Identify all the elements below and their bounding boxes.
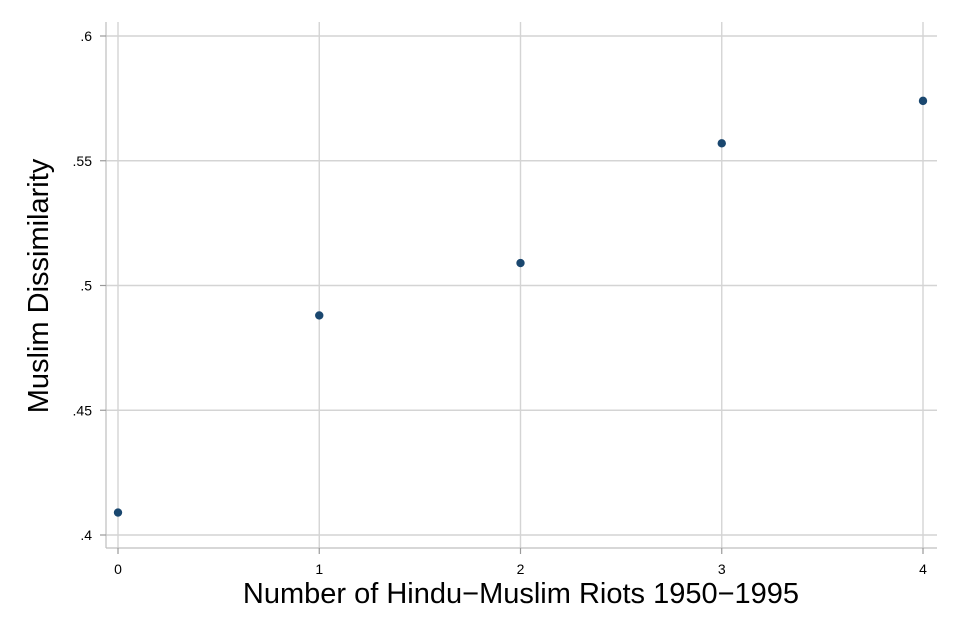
data-point	[717, 139, 726, 148]
data-point	[918, 96, 928, 106]
x-tick-label: 1	[315, 561, 323, 577]
data-points	[113, 96, 928, 517]
x-tick-label: 0	[114, 561, 122, 577]
data-point	[315, 311, 324, 320]
y-tick-label: .45	[73, 402, 93, 418]
y-axis-title: Muslim Dissimilarity	[23, 158, 55, 413]
data-point	[113, 508, 123, 517]
gridlines	[106, 22, 937, 548]
y-tick-label: .55	[73, 153, 93, 169]
x-tick-label: 2	[517, 561, 525, 577]
y-tick-label: .5	[80, 278, 92, 294]
data-point	[516, 258, 525, 268]
axes	[100, 22, 937, 554]
y-tick-label: .6	[80, 28, 92, 44]
y-tick-label: .4	[80, 527, 92, 543]
x-axis-title: Number of Hindu−Muslim Riots 1950−1995	[243, 578, 799, 610]
x-tick-label: 4	[919, 561, 927, 577]
x-tick-label: 3	[718, 561, 726, 577]
tick-labels: .4 .45 .5 .55 .6 0 1 2 3 4	[73, 28, 928, 577]
